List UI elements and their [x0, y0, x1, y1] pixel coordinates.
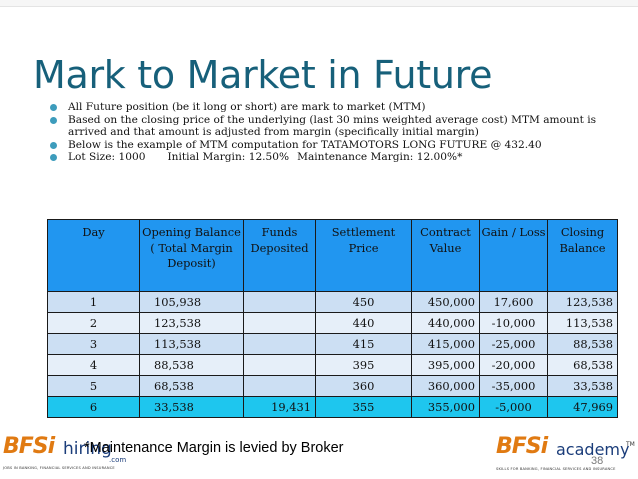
table-cell: -10,000 — [479, 312, 548, 334]
table-cell: 47,969 — [547, 396, 618, 418]
column-header: Closing Balance — [547, 219, 618, 292]
maintenance-margin-text: Maintenance Margin: 12.00%* — [297, 151, 463, 164]
top-rule — [0, 0, 638, 7]
table-header-row: Day Opening Balance ( Total Margin Depos… — [47, 219, 618, 292]
page-number: 38 — [591, 455, 604, 467]
table-cell: 450,000 — [411, 291, 480, 313]
column-header: Funds Deposited — [243, 219, 316, 292]
footnote: *Maintenance Margin is levied by Broker — [84, 440, 344, 456]
logo-product: hiring — [63, 439, 112, 459]
column-header: Day — [47, 219, 140, 292]
table-row: 2 123,538 440 440,000 -10,000 113,538 — [47, 312, 618, 334]
table-cell: 33,538 — [547, 375, 618, 397]
table-cell — [243, 354, 316, 376]
logo-tagline: SKILLS FOR BANKING, FINANCIAL SERVICES A… — [496, 467, 616, 471]
table-cell: 355 — [315, 396, 412, 418]
bullet-list: All Future position (be it long or short… — [50, 101, 622, 164]
logo-brand: BFSi — [3, 434, 55, 459]
trademark-mark: TM — [626, 441, 635, 448]
logo-brand: BFSi — [496, 434, 548, 459]
initial-margin-text: Initial Margin: 12.50% — [167, 151, 290, 164]
table-cell: -20,000 — [479, 354, 548, 376]
column-header: Opening Balance ( Total Margin Deposit) — [139, 219, 244, 292]
column-header: Gain / Loss — [479, 219, 548, 292]
table-cell: 5 — [47, 375, 140, 397]
logo-tagline: JOBS IN BANKING, FINANCIAL SERVICES AND … — [3, 466, 115, 470]
mtm-table: Day Opening Balance ( Total Margin Depos… — [47, 219, 618, 418]
column-header: Settlement Price — [315, 219, 412, 292]
table-cell: 113,538 — [547, 312, 618, 334]
table-cell: 450 — [315, 291, 412, 313]
table-cell: -35,000 — [479, 375, 548, 397]
bullet-item: All Future position (be it long or short… — [50, 101, 622, 114]
table-row: 5 68,538 360 360,000 -35,000 33,538 — [47, 375, 618, 397]
table-cell: -25,000 — [479, 333, 548, 355]
table-cell — [243, 312, 316, 334]
table-cell: 2 — [47, 312, 140, 334]
table-cell: 360 — [315, 375, 412, 397]
table-cell: 415,000 — [411, 333, 480, 355]
column-header: Contract Value — [411, 219, 480, 292]
table-cell: 68,538 — [547, 354, 618, 376]
table-row: 3 113,538 415 415,000 -25,000 88,538 — [47, 333, 618, 355]
table-row: 1 105,938 450 450,000 17,600 123,538 — [47, 291, 618, 313]
table-row: 4 88,538 395 395,000 -20,000 68,538 — [47, 354, 618, 376]
bullet-item: Based on the closing price of the underl… — [50, 114, 622, 139]
table-cell — [243, 291, 316, 313]
table-cell: -5,000 — [479, 396, 548, 418]
table-row-highlighted: 6 33,538 19,431 355 355,000 -5,000 47,96… — [47, 396, 618, 418]
table-cell: 105,938 — [139, 291, 244, 313]
table-cell: 1 — [47, 291, 140, 313]
table-cell: 440,000 — [411, 312, 480, 334]
logo-suffix: .com — [109, 456, 127, 464]
table-cell: 68,538 — [139, 375, 244, 397]
logo-product: academy — [556, 440, 630, 459]
table-cell: 33,538 — [139, 396, 244, 418]
table-cell: 88,538 — [547, 333, 618, 355]
table-cell — [243, 375, 316, 397]
table-cell: 3 — [47, 333, 140, 355]
table-cell: 395,000 — [411, 354, 480, 376]
table-cell: 415 — [315, 333, 412, 355]
bullet-item: Below is the example of MTM computation … — [50, 139, 622, 152]
table-cell: 17,600 — [479, 291, 548, 313]
table-cell: 123,538 — [547, 291, 618, 313]
table-cell: 440 — [315, 312, 412, 334]
table-cell: 360,000 — [411, 375, 480, 397]
bullet-item-lot: Lot Size: 1000 Initial Margin: 12.50% Main… — [50, 151, 622, 164]
table-cell: 355,000 — [411, 396, 480, 418]
table-cell: 4 — [47, 354, 140, 376]
table-cell: 395 — [315, 354, 412, 376]
slide-title: Mark to Market in Future — [33, 53, 493, 97]
bfsi-hiring-logo: BFSi hiring .com JOBS IN BANKING, FINANC… — [3, 434, 153, 479]
bfsi-academy-logo: BFSi academy TM SKILLS FOR BANKING, FINA… — [496, 434, 638, 479]
table-cell: 19,431 — [243, 396, 316, 418]
table-cell: 88,538 — [139, 354, 244, 376]
table-cell — [243, 333, 316, 355]
table-cell: 113,538 — [139, 333, 244, 355]
table-cell: 6 — [47, 396, 140, 418]
table-cell: 123,538 — [139, 312, 244, 334]
lot-size-text: Lot Size: 1000 — [68, 151, 146, 164]
